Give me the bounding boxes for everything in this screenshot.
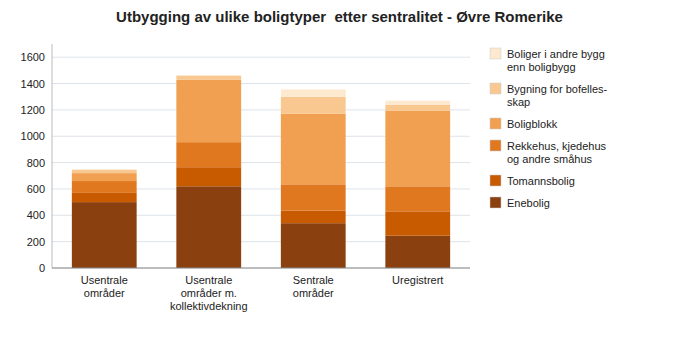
x-axis-line — [52, 268, 470, 269]
bar-segment — [281, 114, 346, 184]
grid-line — [52, 57, 470, 58]
grid-line — [52, 83, 470, 84]
bar-segment — [72, 173, 137, 181]
legend-swatch — [490, 48, 501, 59]
bar-segment — [281, 97, 346, 114]
x-tick-label: Sentraleområder — [293, 274, 334, 299]
bar-segment — [72, 193, 137, 202]
bars — [72, 75, 450, 268]
chart: Utbygging av ulike boligtyper etter sent… — [0, 0, 679, 348]
bar-segment — [72, 202, 137, 268]
bar-segment — [385, 101, 450, 105]
y-tick-label: 800 — [27, 157, 45, 169]
y-tick-label: 1000 — [21, 130, 45, 142]
bar-segment — [176, 76, 241, 80]
bar-segment — [385, 111, 450, 187]
legend-label: Bygning for bofelles-skap — [507, 83, 608, 108]
x-tick-label: Usentraleområder — [81, 274, 128, 299]
legend-label: Boligblokk — [507, 118, 558, 130]
legend-label: Tomannsbolig — [507, 175, 575, 187]
legend-label: Rekkehus, kjedehusog andre småhus — [507, 140, 607, 165]
bar-segment — [281, 211, 346, 224]
y-tick-label: 400 — [27, 209, 45, 221]
grid — [52, 57, 470, 268]
bar-segment — [176, 186, 241, 268]
legend: Boliger i andre byggenn boligbygg Bygning… — [490, 48, 608, 209]
y-axis-line — [52, 44, 53, 268]
bar-segment — [176, 142, 241, 167]
bar-segment — [72, 169, 137, 171]
grid-line — [52, 268, 470, 269]
bar-segment — [72, 181, 137, 193]
bar-segment — [281, 89, 346, 96]
bar-segment — [176, 167, 241, 186]
bar-segment — [176, 80, 241, 143]
legend-label: Enebolig — [507, 197, 550, 209]
y-tick-label: 1600 — [21, 51, 45, 63]
legend-swatch — [490, 118, 501, 129]
x-tick-label: Usentraleområder m.kollektivdekning — [170, 274, 248, 312]
y-tick-label: 1400 — [21, 78, 45, 90]
title: Utbygging av ulike boligtyper etter sent… — [116, 8, 563, 25]
bar-segment — [281, 184, 346, 210]
bar-segment — [72, 170, 137, 173]
legend-swatch — [490, 175, 501, 186]
bar-segment — [176, 74, 241, 76]
legend-swatch — [490, 140, 501, 151]
legend-label: Boliger i andre byggenn boligbygg — [507, 48, 605, 73]
y-tick-label: 600 — [27, 183, 45, 195]
x-tick-label: Uregistrert — [392, 274, 443, 286]
y-tick-label: 0 — [39, 262, 45, 274]
bar-segment — [385, 105, 450, 111]
legend-swatch — [490, 83, 501, 94]
legend-swatch — [490, 197, 501, 208]
bar-segment — [385, 211, 450, 235]
bar-segment — [385, 236, 450, 268]
bar-segment — [385, 186, 450, 211]
y-tick-label: 1200 — [21, 104, 45, 116]
bar-segment — [281, 223, 346, 268]
y-tick-label: 200 — [27, 236, 45, 248]
